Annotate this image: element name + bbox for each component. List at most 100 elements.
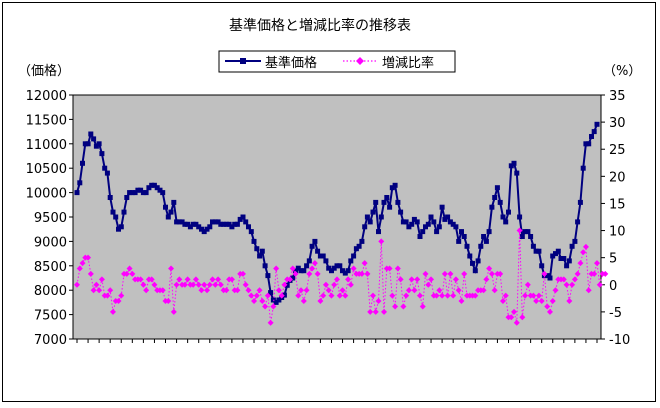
price-point [586,141,592,147]
price-point [190,221,196,227]
change-rate-point [392,303,399,310]
price-point [187,224,193,230]
price-point [442,216,448,222]
change-rate-point [444,292,451,299]
change-rate-point [289,265,296,272]
change-rate-point [408,276,415,283]
change-rate-point [411,287,418,294]
price-point [503,219,509,225]
legend-label-change-rate: 増減比率 [382,55,434,71]
change-rate-point [212,281,219,288]
legend-marker-change-rate [356,57,364,65]
change-rate-point [447,270,454,277]
change-rate-point [198,287,205,294]
change-rate-point [328,292,335,299]
price-point [345,268,351,274]
change-rate-point [317,298,324,305]
price-point [572,238,578,244]
price-point [439,204,445,210]
chart-title: 基準価格と増減比率の推移表 [229,17,411,34]
plot-area [72,94,602,340]
price-point [420,229,426,235]
left-axis-tick-label: 8000 [34,284,67,299]
change-rate-point [400,303,407,310]
price-point [577,199,583,205]
change-rate-point [74,281,80,288]
left-axis-tick-label: 7000 [34,333,67,348]
price-point [199,226,204,232]
price-point [113,214,119,220]
price-point [273,299,279,305]
change-rate-point [361,260,368,267]
price-point [290,275,296,281]
left-axis-tick-label: 8500 [34,260,67,275]
price-point [118,224,124,230]
price-point [486,229,492,235]
change-rate-point [544,303,551,310]
change-rate-point [369,292,376,299]
change-rate-point [215,276,222,283]
change-rate-point [563,281,570,288]
change-rate-point [322,281,329,288]
price-point [425,221,431,227]
change-rate-point [345,276,352,283]
change-rate-point [281,281,288,288]
price-point [392,182,398,188]
price-point [165,214,171,220]
right-axis-tick-label: 0 [609,279,617,294]
change-rate-point [339,287,346,294]
change-rate-point [524,281,531,288]
price-point [320,253,326,259]
left-axis-tick-label: 9000 [34,235,67,250]
price-point [525,229,531,235]
price-point [331,265,337,271]
price-point [295,265,301,271]
price-point [528,234,534,239]
price-point [342,270,348,276]
price-point [243,219,249,225]
price-point [483,238,489,244]
price-point [116,226,121,232]
price-point [536,248,542,254]
chart: 基準価格と増減比率の推移表 （価格） （%） 基準価格 増減比率 12000 11… [18,17,641,348]
price-point [464,243,470,249]
price-point [459,229,464,235]
price-point [351,253,357,259]
left-axis-unit-label: （価格） [18,63,70,79]
right-axis-tick-label: 5 [609,252,617,267]
price-point [171,199,177,205]
right-axis-tick-label: 35 [609,89,626,104]
price-point [456,238,462,244]
change-rate-point [253,292,260,299]
price-point [447,219,453,225]
change-rate-point [206,281,213,288]
price-point [251,238,257,244]
price-point [395,199,401,205]
change-rate-point [325,287,332,294]
change-rate-point [350,265,357,272]
price-point [140,190,146,196]
right-axis: 35 30 25 20 15 10 5 0 -5 -10 [601,89,630,348]
price-point [481,234,487,239]
price-point [88,131,94,137]
price-point [201,229,207,235]
change-rate-point [513,319,520,326]
price-point [102,165,108,171]
price-point [555,248,561,254]
change-rate-point [248,292,255,299]
left-axis-tick-label: 9500 [34,211,67,226]
change-rate-point [264,292,271,299]
change-rate-point [403,292,410,299]
change-rate-point [148,276,155,283]
price-point [373,199,379,205]
price-point [309,243,315,249]
change-rate-point [275,287,282,294]
change-rate-point [140,281,147,288]
price-point [218,221,224,227]
change-rate-point [416,292,423,299]
price-point [179,219,185,225]
change-rate-point [76,265,83,272]
change-rate-point [574,270,581,277]
change-rate-point [433,292,440,299]
price-point [364,214,370,220]
